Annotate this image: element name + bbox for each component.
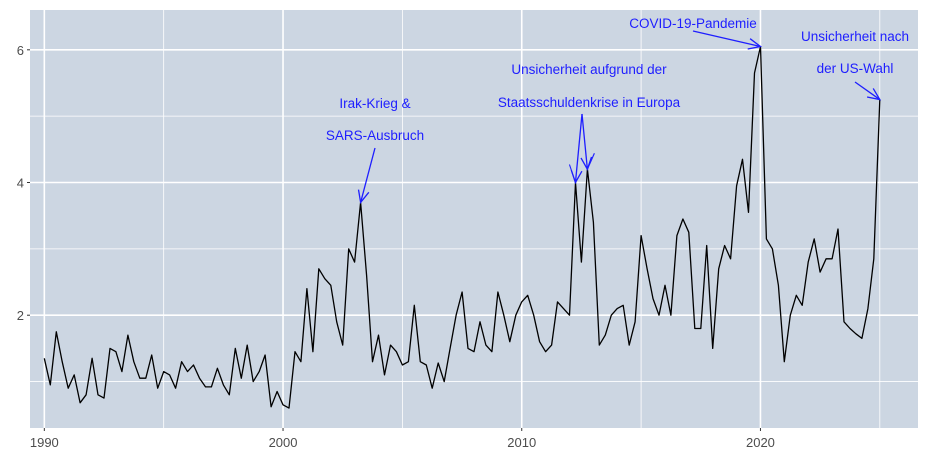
y-tick-label: 4 <box>17 176 24 191</box>
x-tick-label: 2020 <box>746 435 775 450</box>
y-tick-label: 6 <box>17 43 24 58</box>
annotation-label: Unsicherheit nach <box>801 29 909 44</box>
annotation-label: der US-Wahl <box>817 61 894 76</box>
annotation-label: Staatsschuldenkrise in Europa <box>498 95 681 110</box>
x-tick-label: 1990 <box>30 435 59 450</box>
x-tick-label: 2000 <box>269 435 298 450</box>
y-tick-label: 2 <box>17 308 24 323</box>
plot-panel <box>30 10 918 428</box>
annotation-label: Irak-Krieg & <box>339 96 410 111</box>
annotation-label: COVID-19-Pandemie <box>629 16 757 31</box>
x-tick-label: 2010 <box>507 435 536 450</box>
annotation-label: Unsicherheit aufgrund der <box>511 62 667 77</box>
annotation-label: SARS-Ausbruch <box>326 128 424 143</box>
